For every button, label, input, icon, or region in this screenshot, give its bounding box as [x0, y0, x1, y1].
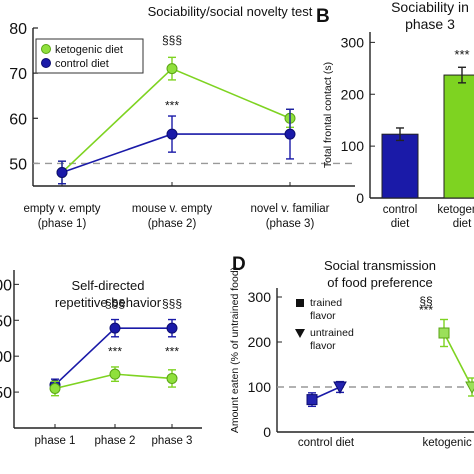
- x-tick-label-a: (phase 1): [38, 218, 87, 230]
- annotation-c: ***: [165, 344, 179, 358]
- annotation-d: ***: [419, 303, 433, 317]
- x-tick-label-b: ketogenic: [437, 204, 474, 216]
- panel-d-title: Social transmission: [324, 258, 436, 273]
- data-point-c: [49, 383, 61, 394]
- x-tick-label-c: phase 2: [95, 435, 136, 447]
- panel-c: Self-directed repetitive behavior 50 100 150…: [0, 270, 202, 447]
- y-tick-label-b: 0: [356, 190, 364, 206]
- y-tick-label-c: 200: [0, 277, 12, 294]
- y-tick-label-a: 80: [9, 21, 27, 38]
- annotation-c: ***: [108, 344, 122, 358]
- data-point-a: [166, 63, 178, 75]
- y-tick-label-a: 70: [9, 66, 27, 83]
- annotation-c: §§§: [105, 296, 125, 310]
- data-point-d-square: [306, 394, 318, 406]
- legend-marker-a: [41, 44, 51, 54]
- data-point-d-triangle: [333, 381, 347, 395]
- panel-d-title: of food preference: [327, 275, 433, 290]
- y-axis-label-b: Total frontal contact (s): [322, 62, 334, 168]
- legend-label-d: flavor: [310, 340, 336, 352]
- panel-c-title: repetitive behavior: [55, 295, 162, 310]
- y-tick-label-a: 60: [9, 111, 27, 128]
- connector-d: [443, 332, 473, 388]
- y-tick-label-d: 200: [248, 334, 272, 350]
- panel-b-label: B: [316, 6, 330, 27]
- annotation-a: ***: [165, 98, 179, 112]
- data-point-d-triangle: [465, 381, 474, 395]
- x-tick-label-d: ketogenic diet: [423, 437, 474, 449]
- data-point-d-square: [438, 327, 450, 339]
- x-tick-label-b: diet: [453, 218, 472, 230]
- y-tick-label-a: 50: [9, 156, 27, 173]
- legend-label-d: flavor: [310, 310, 336, 322]
- legend-marker-d-square: [296, 299, 304, 307]
- y-tick-label-b: 300: [341, 34, 365, 50]
- data-point-a: [56, 166, 68, 178]
- annotation-c: §§§: [162, 296, 182, 310]
- x-tick-label-a: novel v. familiar: [250, 203, 329, 215]
- panel-a: Sociability/social novelty test 50 60 70 80…: [9, 4, 355, 230]
- x-tick-label-d: control diet: [298, 437, 355, 449]
- x-tick-label-a: mouse v. empty: [132, 203, 213, 215]
- panel-c-title: Self-directed: [72, 278, 145, 293]
- panel-a-title: Sociability/social novelty test: [148, 4, 313, 19]
- x-tick-label-a: empty v. empty: [23, 203, 100, 215]
- panel-b-title: Sociability in: [391, 0, 469, 15]
- x-tick-label-c: phase 1: [35, 435, 76, 447]
- x-tick-label-a: (phase 2): [148, 218, 197, 230]
- legend-a: ketogenic diet control diet: [35, 38, 144, 74]
- legend-label-d: trained: [310, 297, 342, 309]
- bar-b: [381, 133, 419, 199]
- data-point-c: [109, 322, 121, 334]
- y-tick-label-d: 300: [248, 289, 272, 305]
- x-tick-label-a: (phase 3): [266, 218, 315, 230]
- legend-box-a: [35, 38, 144, 74]
- legend-marker-d-triangle: [295, 329, 305, 338]
- y-tick-label-d: 0: [263, 424, 271, 440]
- x-tick-label-c: phase 3: [152, 435, 193, 447]
- panel-d-label: D: [232, 254, 246, 275]
- y-tick-label-c: 100: [0, 349, 12, 366]
- data-point-c: [166, 322, 178, 334]
- data-point-c: [166, 372, 178, 384]
- y-tick-label-c: 150: [0, 313, 12, 330]
- x-tick-label-b: control: [383, 204, 418, 216]
- annotation-b: ***: [454, 47, 469, 62]
- y-axis-label-d: Amount eaten (% of untrained food): [229, 267, 241, 433]
- data-point-a: [284, 128, 296, 140]
- x-tick-label-b: diet: [391, 218, 410, 230]
- y-tick-label-d: 100: [248, 379, 272, 395]
- y-tick-label-c: 50: [0, 385, 12, 402]
- annotation-d: §§: [419, 294, 432, 308]
- series-line-a-0: [61, 67, 291, 174]
- data-point-c: [109, 368, 121, 380]
- legend-label-a: ketogenic diet: [55, 44, 123, 56]
- y-tick-label-b: 200: [341, 86, 365, 102]
- bar-b: [443, 74, 474, 199]
- annotation-a: §§§: [162, 33, 182, 47]
- data-point-a: [166, 128, 178, 140]
- panel-b-title: phase 3: [405, 16, 455, 32]
- legend-marker-a: [41, 58, 51, 68]
- y-tick-label-b: 100: [341, 138, 365, 154]
- panel-d: D Social transmission of food preference 0…: [229, 254, 474, 449]
- legend-label-a: control diet: [55, 58, 109, 70]
- legend-label-d: untrained: [310, 327, 354, 339]
